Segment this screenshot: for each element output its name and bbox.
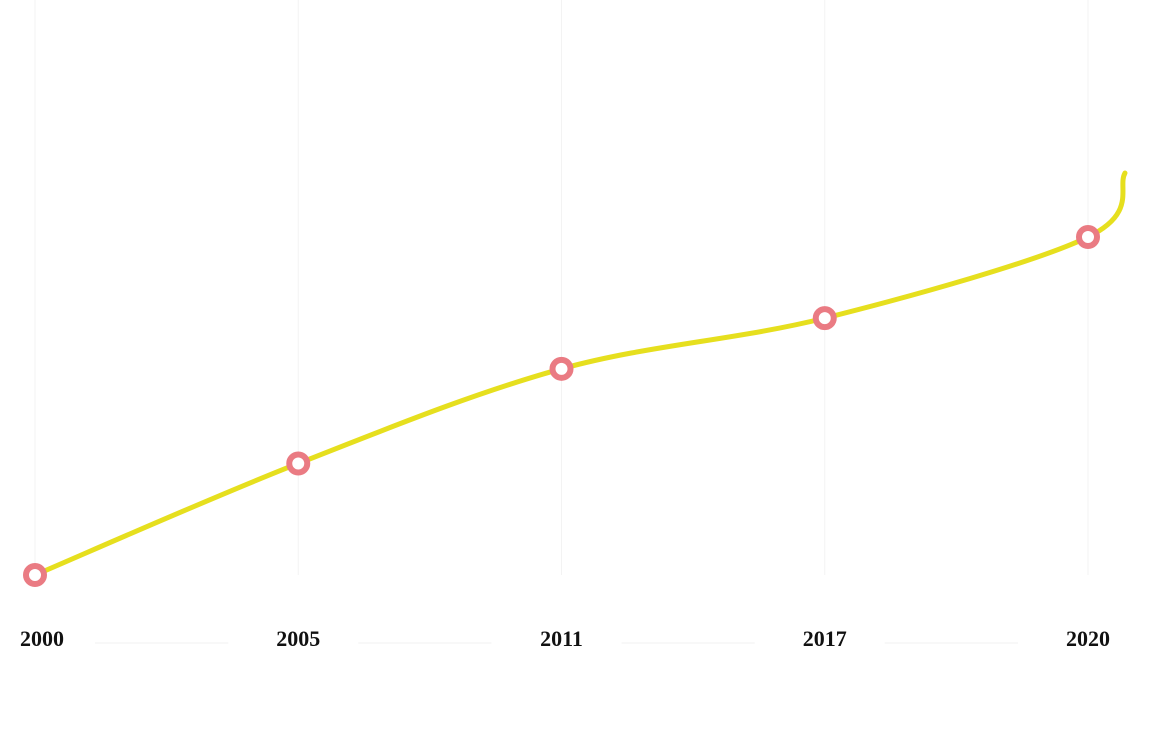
x-tick-label: 2011 [540, 626, 583, 651]
point [549, 356, 574, 381]
line-tail [1085, 170, 1128, 240]
x-tick-label: 2017 [803, 626, 847, 651]
point [1076, 225, 1100, 249]
x-tick-label: 2005 [276, 626, 320, 651]
x-tick-label: 2000 [20, 626, 64, 651]
point [812, 306, 837, 331]
point [286, 451, 311, 476]
point [23, 563, 47, 587]
x-tick-label: 2020 [1066, 626, 1110, 651]
